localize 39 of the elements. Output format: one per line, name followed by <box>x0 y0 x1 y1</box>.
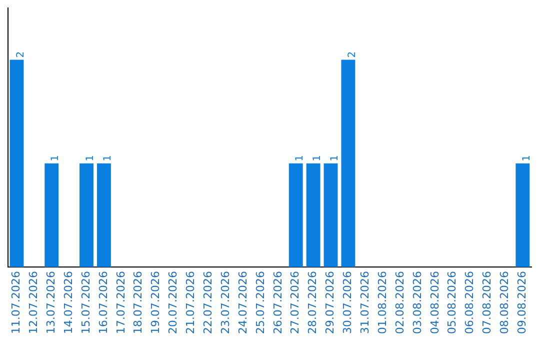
data-label: 1 <box>294 155 306 162</box>
data-label: 2 <box>15 51 26 58</box>
x-tick-label: 17.07.2026 <box>114 271 128 334</box>
x-tick-label: 23.07.2026 <box>218 271 232 334</box>
x-tick-label: 15.07.2026 <box>79 271 92 334</box>
x-tick-label: 06.08.2026 <box>463 271 476 334</box>
x-tick-label: 01.08.2026 <box>376 271 389 334</box>
data-label: 1 <box>50 155 62 162</box>
x-tick-label: 27.07.2026 <box>288 271 302 334</box>
x-tick-label: 25.07.2026 <box>254 271 267 334</box>
x-tick-label: 22.07.2026 <box>201 271 214 334</box>
x-tick-label: 18.07.2026 <box>132 271 145 334</box>
x-tick-label: 12.07.2026 <box>27 271 40 334</box>
x-tick-label: 24.07.2026 <box>236 271 250 334</box>
x-tick-label: 30.07.2026 <box>341 271 354 334</box>
x-tick-label: 13.07.2026 <box>44 271 58 334</box>
x-tick-label: 19.07.2026 <box>149 271 162 334</box>
x-tick-label: 09.08.2026 <box>516 271 529 334</box>
x-tick-label: 29.07.2026 <box>324 271 337 334</box>
x-tick-label: 26.07.2026 <box>271 271 284 334</box>
x-tick-label: 05.08.2026 <box>446 271 459 334</box>
x-tick-label: 08.08.2026 <box>498 271 512 334</box>
data-label: 1 <box>85 155 96 162</box>
x-tick-label: 07.08.2026 <box>480 271 494 334</box>
x-tick-label: 21.07.2026 <box>184 271 198 334</box>
x-tick-label: 11.07.2026 <box>10 271 23 334</box>
x-tick-label: 16.07.2026 <box>96 271 110 334</box>
x-tick-label: 20.07.2026 <box>166 271 180 334</box>
data-label: 2 <box>346 51 358 58</box>
x-tick-label: 02.08.2026 <box>393 271 406 334</box>
x-tick-label: 14.07.2026 <box>62 271 75 334</box>
data-label: 1 <box>312 155 323 162</box>
x-tick-label: 03.08.2026 <box>410 271 424 334</box>
data-label: 1 <box>329 155 340 162</box>
x-tick-label: 28.07.2026 <box>306 271 320 334</box>
data-label: 1 <box>102 155 114 162</box>
data-label: 1 <box>521 155 532 162</box>
x-tick-label: 04.08.2026 <box>428 271 442 334</box>
x-tick-label: 31.07.2026 <box>358 271 372 334</box>
